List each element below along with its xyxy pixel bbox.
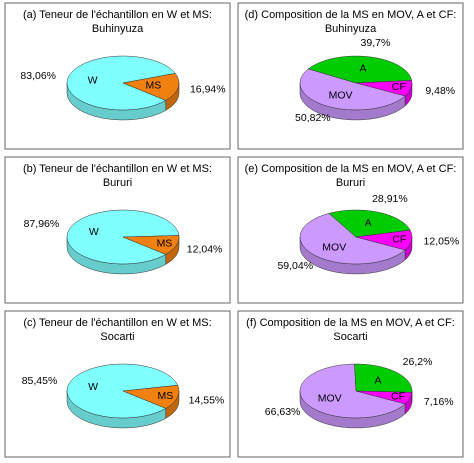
value-label: 28,91% (372, 193, 408, 205)
pie-slice (122, 73, 180, 101)
pie-slice (299, 363, 406, 419)
value-label: 66,63% (265, 406, 301, 418)
value-label: 9,48% (425, 85, 455, 97)
value-label: 12,05% (424, 236, 460, 248)
pie-slice (354, 363, 413, 393)
value-label: 26,2% (403, 356, 433, 368)
pie-slice (355, 80, 413, 97)
value-label: 59,04% (277, 260, 313, 272)
chart-title: (f) Composition de la MS en MOV, A et CF… (246, 317, 455, 329)
panel-border (4, 156, 231, 304)
slice-label: W (88, 381, 98, 393)
chart-subtitle: Buhinyuza (92, 23, 144, 35)
slice-label: CF (392, 233, 406, 245)
panel-border (237, 310, 464, 458)
slice-label: A (359, 62, 366, 74)
chart-title: (e) Composition de la MS en MOV, A et CF… (245, 163, 457, 175)
value-label: 83,06% (20, 70, 56, 82)
value-label: 7,16% (424, 396, 454, 408)
panel-border (237, 156, 464, 304)
chart-subtitle: Socarti (333, 331, 367, 343)
value-label: 50,82% (295, 112, 331, 124)
slice-label: W (88, 74, 98, 86)
panel-border (4, 2, 231, 150)
pie-slice (122, 384, 180, 409)
slice-label: MOV (318, 393, 342, 405)
pie-slice (307, 55, 413, 84)
chart-title: (a) Teneur de l'échantillon en W et MS: (23, 9, 212, 21)
pie-slice (299, 68, 406, 111)
pie-slice (122, 235, 180, 255)
slice-label: A (365, 217, 372, 229)
slice-label: CF (391, 391, 405, 403)
slice-label: MS (145, 79, 161, 91)
slice-label: W (89, 226, 99, 238)
chart-subtitle: Bururi (103, 177, 132, 189)
chart-title: (d) Composition de la MS en MOV, A et CF… (245, 9, 457, 21)
pie-slice (355, 229, 413, 251)
pie-slice (355, 390, 413, 405)
chart-subtitle: Buhinyuza (325, 23, 377, 35)
slice-label: A (375, 374, 382, 386)
slice-label: MS (157, 237, 173, 249)
panel-border (4, 310, 231, 458)
pie-slice (299, 213, 406, 265)
value-label: 85,45% (22, 375, 58, 387)
pie-slice (328, 209, 411, 238)
pie-slice (66, 55, 176, 111)
pie-slice (66, 363, 179, 419)
slice-label: MS (158, 390, 174, 402)
panel-border (237, 2, 464, 150)
value-label: 87,96% (24, 218, 60, 230)
value-label: 12,04% (187, 244, 223, 256)
chart-subtitle: Socarti (100, 331, 134, 343)
value-label: 14,55% (189, 395, 225, 407)
slice-label: MOV (322, 241, 346, 253)
value-label: 39,7% (361, 37, 391, 49)
chart-title: (c) Teneur de l'échantillon en W et MS: (23, 317, 211, 329)
slice-label: CF (392, 81, 406, 93)
chart-subtitle: Bururi (336, 177, 365, 189)
chart-title: (b) Teneur de l'échantillon en W et MS: (23, 163, 212, 175)
slice-label: MOV (329, 90, 353, 102)
value-label: 16,94% (190, 84, 226, 96)
